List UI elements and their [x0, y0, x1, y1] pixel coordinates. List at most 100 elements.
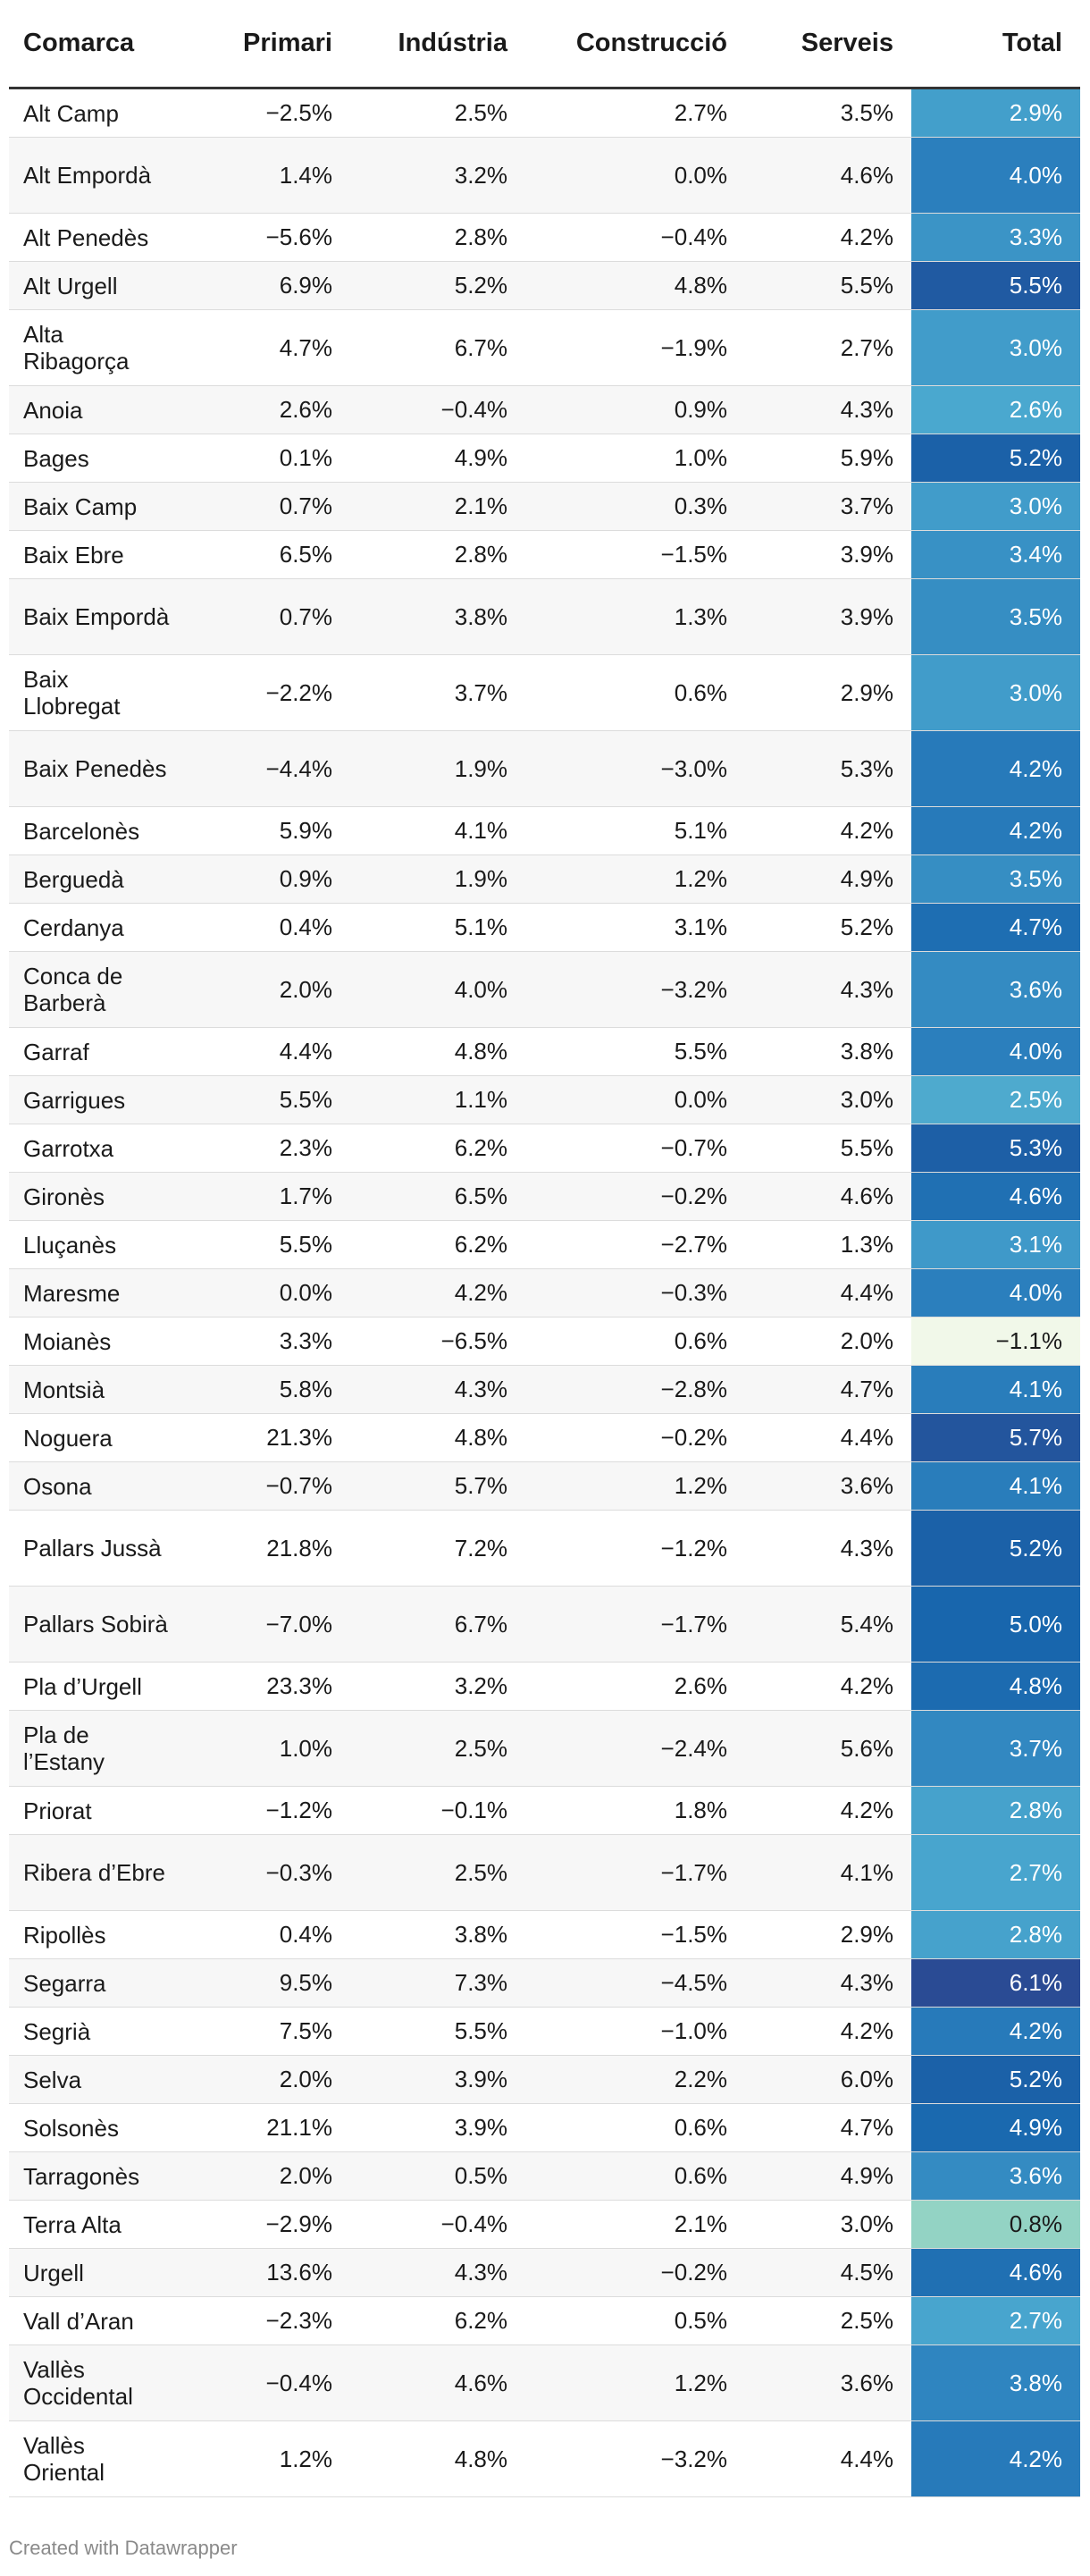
cell-comarca: Garrigues [9, 1075, 188, 1124]
cell-comarca: Vall d’Aran [9, 2296, 188, 2345]
cell-construccio: −1.0% [525, 2007, 745, 2056]
column-header-comarca[interactable]: Comarca [9, 0, 188, 89]
cell-total: 6.1% [911, 1958, 1080, 2008]
table-row: Pallars Jussà 21.8% 7.2% −1.2% 4.3% 5.2% [9, 1510, 1080, 1587]
table-row: Priorat −1.2% −0.1% 1.8% 4.2% 2.8% [9, 1786, 1080, 1835]
cell-serveis: 2.7% [745, 309, 911, 386]
cell-comarca: Conca de Barberà [9, 951, 188, 1028]
table-row: Alta Ribagorça 4.7% 6.7% −1.9% 2.7% 3.0% [9, 309, 1080, 386]
table-row: Alt Camp −2.5% 2.5% 2.7% 3.5% 2.9% [9, 88, 1080, 138]
cell-primari: 0.4% [188, 1910, 350, 1959]
cell-industria: 5.5% [350, 2007, 525, 2056]
cell-comarca: Berguedà [9, 854, 188, 904]
cell-serveis: 4.4% [745, 1413, 911, 1462]
table-row: Montsià 5.8% 4.3% −2.8% 4.7% 4.1% [9, 1365, 1080, 1414]
data-table: Comarca Primari Indústria Construcció Se… [9, 0, 1080, 2497]
cell-industria: −0.4% [350, 385, 525, 434]
table-row: Alt Urgell 6.9% 5.2% 4.8% 5.5% 5.5% [9, 261, 1080, 310]
cell-industria: 4.3% [350, 2248, 525, 2297]
cell-serveis: 4.7% [745, 2103, 911, 2152]
cell-primari: 0.9% [188, 854, 350, 904]
cell-serveis: 4.4% [745, 2420, 911, 2497]
table-row: Osona −0.7% 5.7% 1.2% 3.6% 4.1% [9, 1461, 1080, 1511]
cell-total: 3.6% [911, 2151, 1080, 2201]
column-header-construccio[interactable]: Construcció [525, 0, 745, 89]
cell-total: 2.8% [911, 1786, 1080, 1835]
cell-industria: 1.1% [350, 1075, 525, 1124]
table-row: Gironès 1.7% 6.5% −0.2% 4.6% 4.6% [9, 1172, 1080, 1221]
cell-comarca: Maresme [9, 1268, 188, 1317]
cell-total: 5.0% [911, 1586, 1080, 1663]
cell-serveis: 5.4% [745, 1586, 911, 1663]
cell-industria: 1.9% [350, 854, 525, 904]
table-row: Garrigues 5.5% 1.1% 0.0% 3.0% 2.5% [9, 1075, 1080, 1124]
cell-serveis: 4.7% [745, 1365, 911, 1414]
cell-construccio: −1.2% [525, 1510, 745, 1587]
cell-total: 3.1% [911, 1220, 1080, 1269]
cell-comarca: Pallars Sobirà [9, 1586, 188, 1663]
cell-industria: 2.5% [350, 88, 525, 138]
cell-total: 4.1% [911, 1461, 1080, 1511]
cell-industria: 3.2% [350, 1662, 525, 1711]
table-row: Baix Penedès −4.4% 1.9% −3.0% 5.3% 4.2% [9, 730, 1080, 807]
table-row: Garraf 4.4% 4.8% 5.5% 3.8% 4.0% [9, 1027, 1080, 1076]
cell-primari: 1.0% [188, 1710, 350, 1787]
cell-construccio: −1.5% [525, 530, 745, 579]
cell-primari: 1.4% [188, 137, 350, 214]
cell-comarca: Solsonès [9, 2103, 188, 2152]
table-row: Vallès Oriental 1.2% 4.8% −3.2% 4.4% 4.2% [9, 2420, 1080, 2497]
cell-serveis: 4.5% [745, 2248, 911, 2297]
cell-construccio: −1.5% [525, 1910, 745, 1959]
table-row: Noguera 21.3% 4.8% −0.2% 4.4% 5.7% [9, 1413, 1080, 1462]
cell-primari: 1.7% [188, 1172, 350, 1221]
column-header-serveis[interactable]: Serveis [745, 0, 911, 89]
cell-industria: 5.7% [350, 1461, 525, 1511]
cell-industria: 3.9% [350, 2103, 525, 2152]
cell-serveis: 6.0% [745, 2055, 911, 2104]
cell-comarca: Baix Ebre [9, 530, 188, 579]
footer-credit[interactable]: Created with Datawrapper [9, 2537, 238, 2559]
cell-serveis: 3.7% [745, 482, 911, 531]
cell-industria: 4.1% [350, 806, 525, 855]
cell-primari: −0.4% [188, 2344, 350, 2421]
cell-total: 3.0% [911, 654, 1080, 731]
cell-comarca: Montsià [9, 1365, 188, 1414]
cell-comarca: Terra Alta [9, 2200, 188, 2249]
cell-construccio: 0.9% [525, 385, 745, 434]
cell-total: 4.8% [911, 1662, 1080, 1711]
cell-primari: 3.3% [188, 1317, 350, 1366]
cell-total: 5.3% [911, 1124, 1080, 1173]
cell-industria: 5.2% [350, 261, 525, 310]
cell-comarca: Baix Llobregat [9, 654, 188, 731]
table-row: Barcelonès 5.9% 4.1% 5.1% 4.2% 4.2% [9, 806, 1080, 855]
cell-industria: 3.8% [350, 578, 525, 655]
cell-construccio: −0.2% [525, 2248, 745, 2297]
column-header-total[interactable]: Total [911, 0, 1080, 89]
cell-serveis: 3.9% [745, 530, 911, 579]
cell-industria: 4.8% [350, 1413, 525, 1462]
cell-primari: −0.3% [188, 1834, 350, 1911]
cell-construccio: 1.2% [525, 2344, 745, 2421]
table-row: Segrià 7.5% 5.5% −1.0% 4.2% 4.2% [9, 2007, 1080, 2056]
cell-serveis: 3.0% [745, 1075, 911, 1124]
cell-primari: 0.7% [188, 482, 350, 531]
header-row: Comarca Primari Indústria Construcció Se… [9, 0, 1080, 89]
cell-serveis: 5.5% [745, 1124, 911, 1173]
cell-primari: 2.0% [188, 951, 350, 1028]
cell-primari: 5.5% [188, 1220, 350, 1269]
cell-primari: 23.3% [188, 1662, 350, 1711]
cell-total: 2.7% [911, 2296, 1080, 2345]
cell-construccio: 4.8% [525, 261, 745, 310]
column-header-primari[interactable]: Primari [188, 0, 350, 89]
cell-comarca: Moianès [9, 1317, 188, 1366]
cell-industria: 4.6% [350, 2344, 525, 2421]
cell-construccio: 0.0% [525, 137, 745, 214]
cell-comarca: Selva [9, 2055, 188, 2104]
cell-industria: 6.2% [350, 2296, 525, 2345]
cell-comarca: Segarra [9, 1958, 188, 2008]
table-row: Alt Empordà 1.4% 3.2% 0.0% 4.6% 4.0% [9, 137, 1080, 214]
table-row: Vallès Occidental −0.4% 4.6% 1.2% 3.6% 3.8% [9, 2344, 1080, 2421]
column-header-industria[interactable]: Indústria [350, 0, 525, 89]
cell-comarca: Pla d’Urgell [9, 1662, 188, 1711]
cell-primari: 4.4% [188, 1027, 350, 1076]
